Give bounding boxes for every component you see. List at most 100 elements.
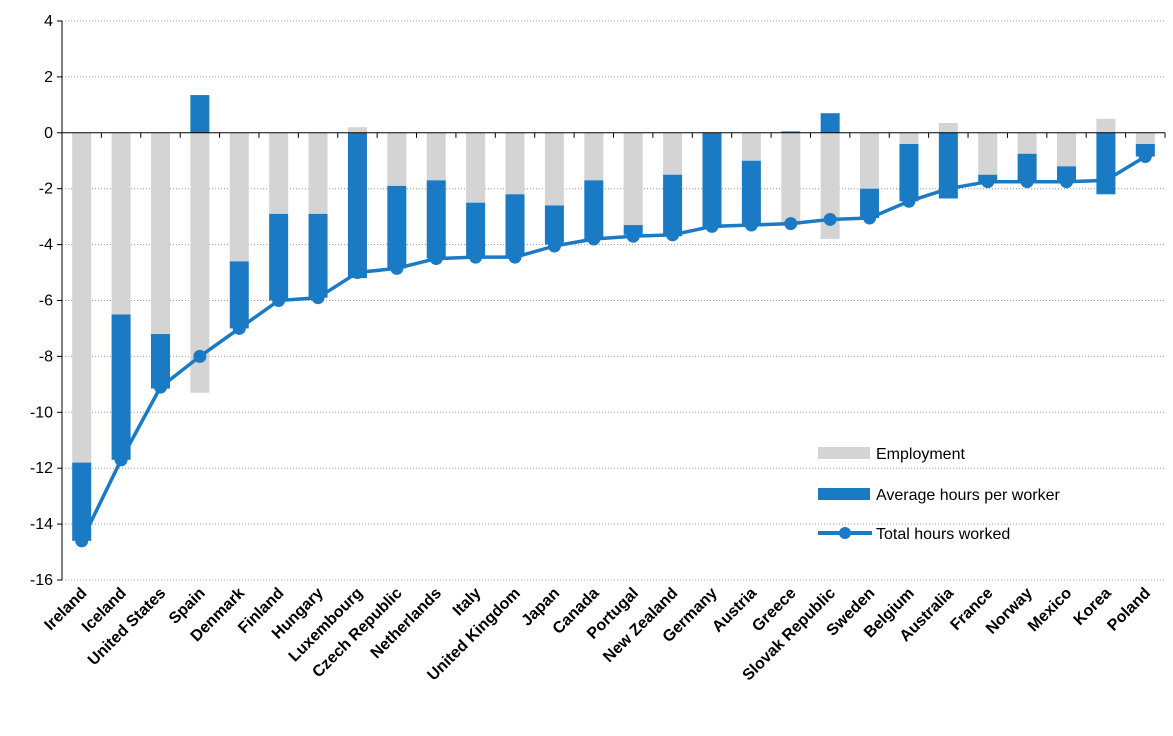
legend-swatch-employment	[818, 447, 870, 459]
total-hours-point-19	[823, 212, 837, 226]
total-hours-point-21	[902, 194, 916, 208]
legend-label-total-hours: Total hours worked	[876, 526, 1010, 543]
bar-employment-22	[938, 123, 958, 133]
bar-avg-hours-18	[781, 131, 801, 133]
bar-employment-6	[308, 132, 328, 214]
bar-avg-hours-13	[584, 180, 604, 240]
bar-employment-25	[1057, 132, 1077, 167]
x-tick-label: Mexico	[1025, 585, 1076, 636]
legend-swatch-total-hours-marker	[839, 527, 851, 539]
total-hours-point-8	[390, 261, 404, 275]
y-tick-label: 0	[44, 125, 53, 142]
bar-avg-hours-21	[899, 143, 919, 202]
x-tick-label: Austria	[709, 585, 760, 636]
bar-employment-5	[269, 132, 289, 214]
total-hours-point-18	[784, 217, 798, 231]
total-hours-point-13	[587, 232, 601, 246]
total-hours-point-2	[153, 380, 167, 394]
bar-avg-hours-12	[544, 205, 564, 245]
bar-employment-10	[466, 132, 486, 203]
y-tick-label: -6	[39, 293, 53, 310]
bar-avg-hours-0	[72, 462, 92, 541]
bar-avg-hours-16	[702, 132, 722, 228]
bar-avg-hours-6	[308, 213, 328, 298]
total-hours-point-0	[75, 534, 89, 548]
total-hours-point-27	[1138, 150, 1152, 164]
total-hours-point-24	[1020, 175, 1034, 189]
bar-employment-12	[544, 132, 564, 206]
bar-avg-hours-8	[387, 185, 407, 269]
total-hours-point-23	[981, 175, 995, 189]
bar-avg-hours-7	[347, 132, 367, 279]
bar-avg-hours-10	[466, 202, 486, 258]
bar-avg-hours-3	[190, 95, 210, 133]
bars	[72, 95, 1155, 541]
total-hours-point-7	[350, 266, 364, 280]
bar-avg-hours-20	[860, 188, 880, 219]
total-hours-point-17	[744, 218, 758, 232]
y-tick-label: -8	[39, 348, 53, 365]
bar-employment-15	[663, 132, 683, 175]
total-hours-point-9	[429, 252, 443, 266]
y-tick-label: 4	[44, 13, 53, 30]
bar-avg-hours-11	[505, 194, 525, 256]
bar-employment-20	[860, 132, 880, 189]
bar-avg-hours-9	[426, 180, 446, 259]
bar-employment-24	[1017, 132, 1037, 154]
y-tick-label: -12	[30, 460, 53, 477]
bar-employment-14	[623, 132, 643, 226]
y-tick-label: 2	[44, 69, 53, 86]
x-tick-label: Poland	[1104, 585, 1154, 635]
total-hours-polyline	[80, 155, 1147, 542]
bar-avg-hours-5	[269, 213, 289, 301]
bar-avg-hours-17	[741, 160, 761, 224]
total-hours-point-20	[863, 211, 877, 225]
total-hours-point-26	[1099, 173, 1113, 187]
total-hours-point-12	[547, 239, 561, 253]
axes	[57, 20, 1166, 581]
bar-avg-hours-22	[938, 132, 958, 199]
bar-employment-1	[111, 132, 131, 315]
total-hours-point-5	[272, 294, 286, 307]
total-hours-point-3	[193, 349, 207, 363]
total-hours-point-25	[1060, 175, 1074, 189]
bar-avg-hours-15	[663, 174, 683, 237]
x-tick-label: Netherlands	[368, 585, 445, 662]
x-tick-label: Italy	[450, 585, 485, 620]
bar-employment-11	[505, 132, 525, 195]
bar-avg-hours-24	[1017, 153, 1037, 181]
bar-employment-19	[820, 132, 840, 240]
bar-employment-3	[190, 132, 210, 393]
bar-employment-27	[1135, 132, 1155, 144]
total-hours-point-11	[508, 250, 522, 264]
bar-employment-18	[781, 132, 801, 226]
legend-swatch-avg-hours	[818, 488, 870, 500]
bar-employment-23	[978, 132, 998, 175]
total-hours-line	[75, 150, 1152, 548]
bar-employment-26	[1096, 118, 1116, 133]
total-hours-point-10	[469, 250, 483, 264]
y-tick-label: -4	[39, 237, 53, 254]
bar-employment-4	[229, 132, 249, 262]
bar-employment-2	[150, 132, 170, 335]
bar-employment-13	[584, 132, 604, 181]
bar-avg-hours-2	[150, 334, 170, 389]
bar-avg-hours-4	[229, 261, 249, 329]
y-tick-label: -2	[39, 181, 53, 198]
bar-employment-7	[347, 127, 367, 133]
total-hours-point-1	[114, 453, 128, 467]
y-tick-label: -16	[30, 572, 53, 589]
bar-employment-9	[426, 132, 446, 181]
total-hours-point-22	[941, 182, 955, 196]
y-tick-labels: -16 -14 -12 -10 -8 -6 -4 -2 0 2 4	[30, 13, 53, 589]
legend-label-avg-hours: Average hours per worker	[876, 487, 1060, 504]
bar-employment-8	[387, 132, 407, 186]
legend-label-employment: Employment	[876, 446, 965, 463]
bar-avg-hours-19	[820, 113, 840, 133]
bar-avg-hours-1	[111, 314, 131, 460]
bar-employment-21	[899, 132, 919, 144]
total-hours-point-16	[705, 219, 719, 233]
y-tick-label: -10	[30, 404, 53, 421]
